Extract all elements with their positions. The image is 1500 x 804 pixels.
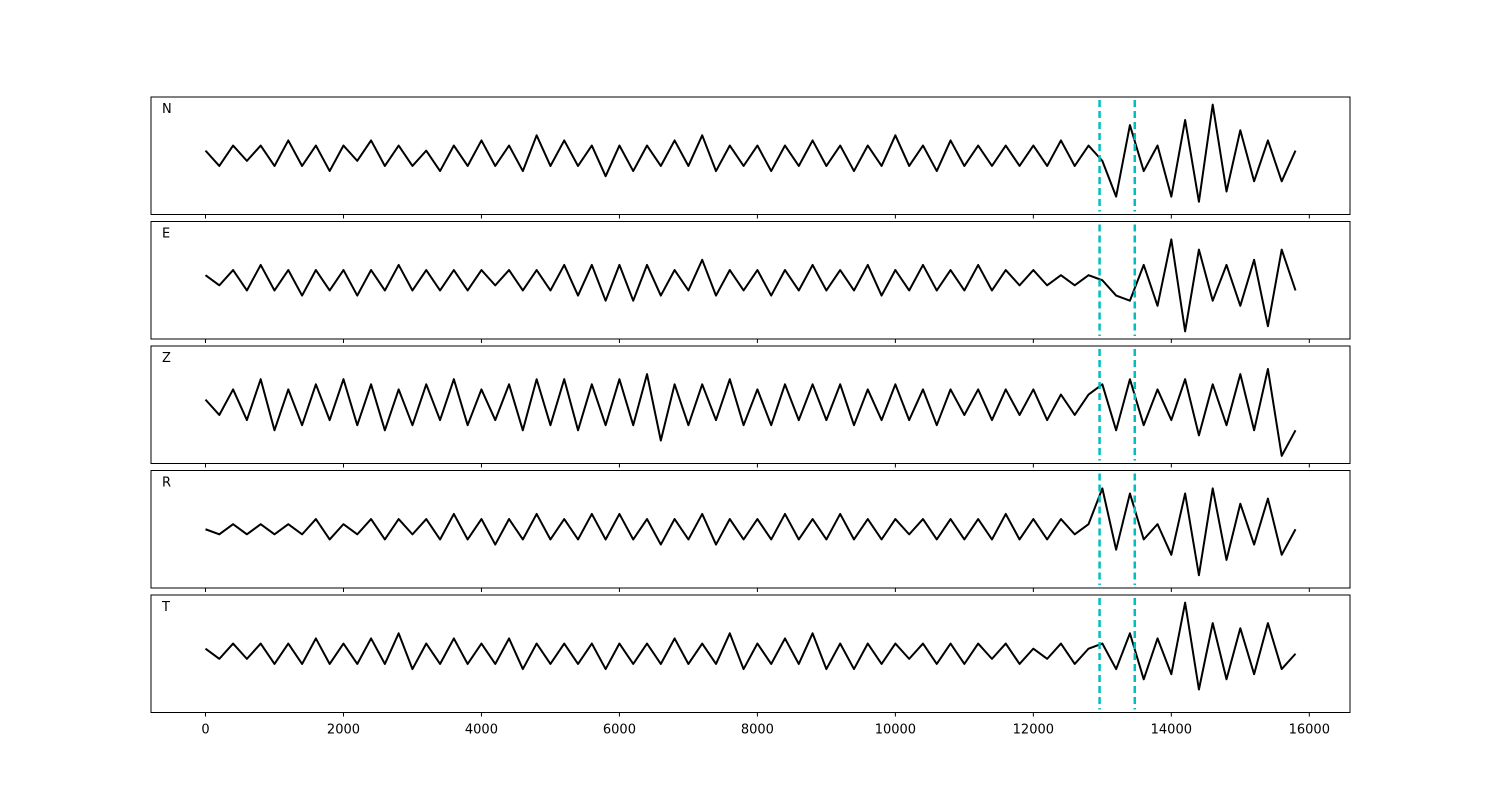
- x-tick-label: 2000: [327, 723, 360, 738]
- panel-frame: [150, 96, 1351, 215]
- x-tick-label: 10000: [875, 723, 916, 738]
- waveform: [204, 601, 1297, 691]
- panel-frame: [150, 470, 1351, 589]
- x-tick-label: 12000: [1013, 723, 1054, 738]
- x-tick-label: 0: [201, 723, 209, 738]
- panel-frame: [150, 221, 1351, 340]
- panel-label: N: [162, 102, 172, 117]
- x-tick-label: 16000: [1289, 723, 1330, 738]
- panel-label: E: [162, 227, 170, 242]
- waveform: [204, 367, 1297, 457]
- waveform: [205, 487, 1297, 577]
- panel-frame: [150, 594, 1351, 713]
- x-tick-label: 14000: [1151, 723, 1192, 738]
- waveform: [204, 103, 1297, 203]
- x-tick-label: 6000: [603, 723, 636, 738]
- panel-label: T: [161, 600, 170, 615]
- panel-label: R: [162, 476, 171, 491]
- panel-label: Z: [162, 351, 171, 366]
- x-tick-label: 8000: [741, 723, 774, 738]
- x-tick-label: 4000: [465, 723, 498, 738]
- panel-frame: [150, 345, 1351, 464]
- waveform: [204, 238, 1297, 333]
